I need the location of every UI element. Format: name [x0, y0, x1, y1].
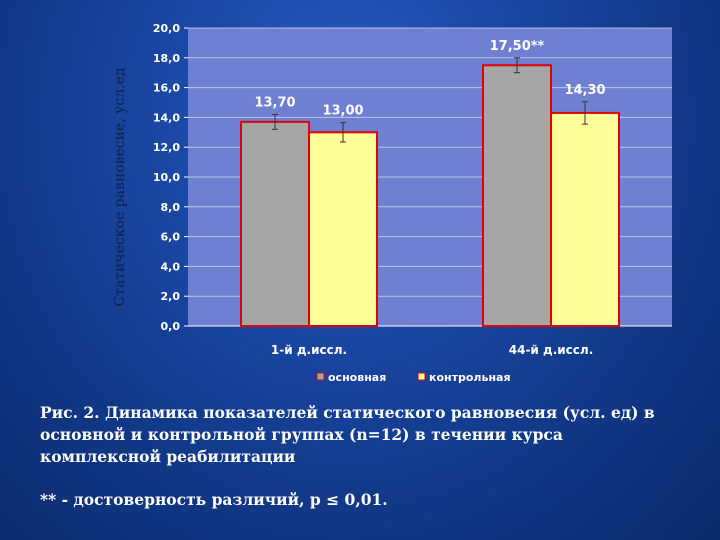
x-category-label: 44-й д.иссл.: [509, 343, 594, 357]
bars: [240, 64, 620, 328]
y-tick-label: 4,0: [161, 260, 181, 273]
value-label: 13,70: [254, 95, 295, 110]
y-axis-label: Статическое равновесие, усл.ед: [112, 67, 128, 306]
y-tick-label: 10,0: [153, 171, 180, 184]
y-tick-label: 14,0: [153, 111, 180, 124]
bar: [482, 64, 552, 327]
y-tick-label: 6,0: [161, 231, 181, 244]
error-bars: [272, 57, 588, 143]
y-axis-ticks: 0,0 2,0 4,0 6,0 8,0 10,0 12,0 14,0 16,0 18,0 20,0: [153, 22, 180, 333]
value-label: 13,00: [322, 104, 363, 119]
y-tick-label: 12,0: [153, 141, 180, 154]
legend-swatch: [316, 372, 325, 381]
y-tick-label: 8,0: [161, 201, 181, 214]
bar: [308, 131, 378, 327]
x-category-label: 1-й д.иссл.: [271, 343, 347, 357]
y-tick-label: 16,0: [153, 82, 180, 95]
bar-chart: 0,02,04,06,08,010,012,014,016,018,020,0 …: [112, 22, 672, 384]
bar: [240, 120, 310, 328]
y-tick-label: 18,0: [153, 52, 180, 65]
value-label: 17,50**: [490, 39, 545, 54]
legend: основная контрольная: [316, 371, 511, 384]
y-tick-label: 0,0: [161, 320, 181, 333]
legend-label: контрольная: [429, 371, 511, 384]
y-tick-label: 20,0: [153, 22, 180, 35]
x-axis-categories: 1-й д.иссл. 44-й д.иссл.: [271, 343, 593, 357]
legend-swatch: [417, 372, 426, 381]
y-tick-label: 2,0: [161, 290, 181, 303]
value-labels: 13,70 13,00 17,50** 14,30: [254, 39, 605, 119]
significance-note: ** - достоверность различий, р ≤ 0,01.: [40, 490, 388, 509]
value-label: 14,30: [564, 83, 605, 98]
figure-caption: Рис. 2. Динамика показателей статическог…: [40, 403, 655, 466]
bar: [550, 111, 620, 328]
legend-label: основная: [328, 371, 386, 384]
